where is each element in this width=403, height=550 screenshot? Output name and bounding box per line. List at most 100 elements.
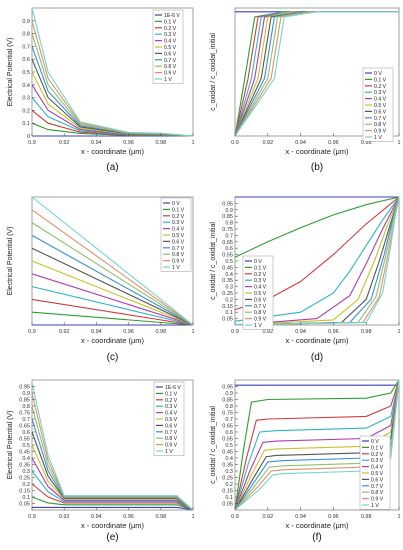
series-line bbox=[234, 379, 400, 511]
legend-label: 0.5 V bbox=[374, 103, 387, 109]
series-line bbox=[32, 506, 194, 511]
panel-caption: (e) bbox=[106, 532, 118, 543]
x-tick-label: 0.98 bbox=[155, 329, 166, 335]
series-line bbox=[31, 7, 194, 137]
panel-caption: (f) bbox=[312, 532, 321, 543]
x-tick-label: 0.92 bbox=[59, 329, 70, 335]
y-tick-label: 0.1 bbox=[22, 121, 30, 127]
legend-label: 0.7 V bbox=[172, 246, 185, 252]
x-tick-label: 0.94 bbox=[295, 140, 306, 146]
x-tick-label: 0.94 bbox=[295, 514, 306, 520]
y-tick-label: 0.8 bbox=[225, 404, 233, 410]
legend-label: 0.2 V bbox=[374, 84, 387, 90]
x-tick-label: 0.94 bbox=[91, 329, 102, 335]
legend-label: 0.6 V bbox=[254, 297, 267, 303]
y-tick-label: 0.6 bbox=[22, 430, 30, 436]
x-axis-label: x - coordinate (μm) bbox=[81, 147, 145, 156]
x-axis-label: x - coordinate (μm) bbox=[285, 521, 349, 530]
legend-label: 0.3 V bbox=[164, 32, 177, 38]
y-tick-label: 0.3 bbox=[22, 469, 30, 475]
y-tick-label: 0.95 bbox=[222, 385, 233, 391]
y-tick-label: 0.4 bbox=[225, 272, 233, 278]
legend-label: 0.3 V bbox=[165, 404, 178, 410]
legend-label: 1 V bbox=[172, 265, 180, 271]
legend-label: 0.8 V bbox=[164, 64, 177, 70]
legend-label: 0.1 V bbox=[165, 391, 178, 397]
y-tick-label: 0.4 bbox=[22, 456, 30, 462]
legend-label: 1 V bbox=[374, 135, 382, 141]
series-line bbox=[31, 222, 194, 326]
legend-label: 0.1 V bbox=[374, 77, 387, 83]
legend-label: 0.2 V bbox=[254, 272, 267, 278]
y-tick-label: 0.7 bbox=[22, 417, 30, 423]
x-tick-label: 0.98 bbox=[155, 140, 166, 146]
series-line bbox=[31, 273, 194, 326]
legend-label: 0.8 V bbox=[371, 490, 384, 496]
series-line bbox=[234, 11, 399, 137]
x-tick-label: 0.9 bbox=[28, 329, 36, 335]
x-tick-label: 0.92 bbox=[59, 514, 70, 520]
series-line bbox=[31, 382, 194, 511]
legend-label: 0.3 V bbox=[371, 458, 384, 464]
y-tick-label: 0.8 bbox=[22, 404, 30, 410]
y-tick-label: 0.85 bbox=[222, 398, 233, 404]
x-tick-label: 0.96 bbox=[328, 329, 339, 335]
y-tick-label: 0.4 bbox=[22, 83, 30, 89]
legend-label: 0.5 V bbox=[371, 471, 384, 477]
series-line bbox=[31, 311, 194, 326]
x-tick-label: 0.9 bbox=[28, 140, 36, 146]
x-tick-label: 0.96 bbox=[123, 140, 134, 146]
legend-label: 0.3 V bbox=[374, 90, 387, 96]
series-line bbox=[234, 196, 400, 258]
y-tick-label: 0.35 bbox=[222, 463, 233, 469]
series-line bbox=[234, 379, 400, 511]
y-tick-label: 0.45 bbox=[222, 450, 233, 456]
legend-label: 0.1 V bbox=[164, 19, 177, 25]
y-tick-label: 0.85 bbox=[19, 398, 30, 404]
legend-label: 0.9 V bbox=[254, 317, 267, 323]
x-tick-label: 1 bbox=[191, 329, 194, 335]
legend-label: 0.5 V bbox=[254, 291, 267, 297]
y-tick-label: 0.95 bbox=[19, 385, 30, 391]
legend-label: 0 V bbox=[172, 201, 180, 207]
x-tick-label: 0.92 bbox=[262, 514, 273, 520]
y-tick-label: 0.65 bbox=[222, 240, 233, 246]
series-line bbox=[31, 234, 194, 326]
x-tick-label: 1 bbox=[191, 514, 194, 520]
chart-panel-1: 0.9 0.92 0.94 0.96 0.98 1 0 0.1 0.2 0.3 0.4 0.5 0.6 0… bbox=[7, 7, 195, 173]
series-line bbox=[31, 247, 194, 326]
y-tick-label: 0.15 bbox=[222, 489, 233, 495]
y-tick-label: 0.45 bbox=[222, 265, 233, 271]
legend-label: 0.9 V bbox=[374, 129, 387, 135]
series-line bbox=[234, 379, 400, 511]
y-tick-label: 0.7 bbox=[225, 233, 233, 239]
chart-panel-5: 0.9 0.92 0.94 0.96 0.98 10.050.10.150.20.250.… bbox=[7, 379, 195, 543]
y-tick-label: 0.6 bbox=[225, 246, 233, 252]
legend-label: 0.6 V bbox=[164, 51, 177, 57]
y-tick-label: 0.45 bbox=[19, 450, 30, 456]
legend-label: 1 V bbox=[165, 449, 173, 455]
legend-label: 0.5 V bbox=[165, 417, 178, 423]
y-tick-label: 0.25 bbox=[222, 291, 233, 297]
legend-label: 0.1 V bbox=[254, 265, 267, 271]
legend-label: 0.7 V bbox=[254, 304, 267, 310]
legend-label: 0.8 V bbox=[254, 310, 267, 316]
x-axis-label: x - coordinate (μm) bbox=[285, 336, 349, 345]
series-line bbox=[31, 483, 194, 511]
y-tick-label: 0.8 bbox=[225, 221, 233, 227]
x-tick-label: 0.96 bbox=[328, 140, 339, 146]
x-tick-label: 0.96 bbox=[123, 514, 134, 520]
chart-panel-6: 0.9 0.92 0.94 0.96 0.98 10.050.10.150.20.250.… bbox=[210, 379, 401, 543]
y-tick-label: 0.9 bbox=[225, 391, 233, 397]
legend-label: 0.4 V bbox=[254, 285, 267, 291]
y-tick-label: 0.2 bbox=[22, 482, 30, 488]
series-line bbox=[31, 209, 194, 326]
series-line bbox=[234, 379, 400, 511]
x-tick-label: 1 bbox=[191, 140, 194, 146]
x-tick-label: 0.94 bbox=[295, 329, 306, 335]
y-tick-label: 0.15 bbox=[222, 304, 233, 310]
legend-label: 0.6 V bbox=[165, 423, 178, 429]
legend-label: 0.5 V bbox=[172, 233, 185, 239]
y-tick-label: 0.75 bbox=[222, 411, 233, 417]
series-line bbox=[234, 379, 400, 511]
